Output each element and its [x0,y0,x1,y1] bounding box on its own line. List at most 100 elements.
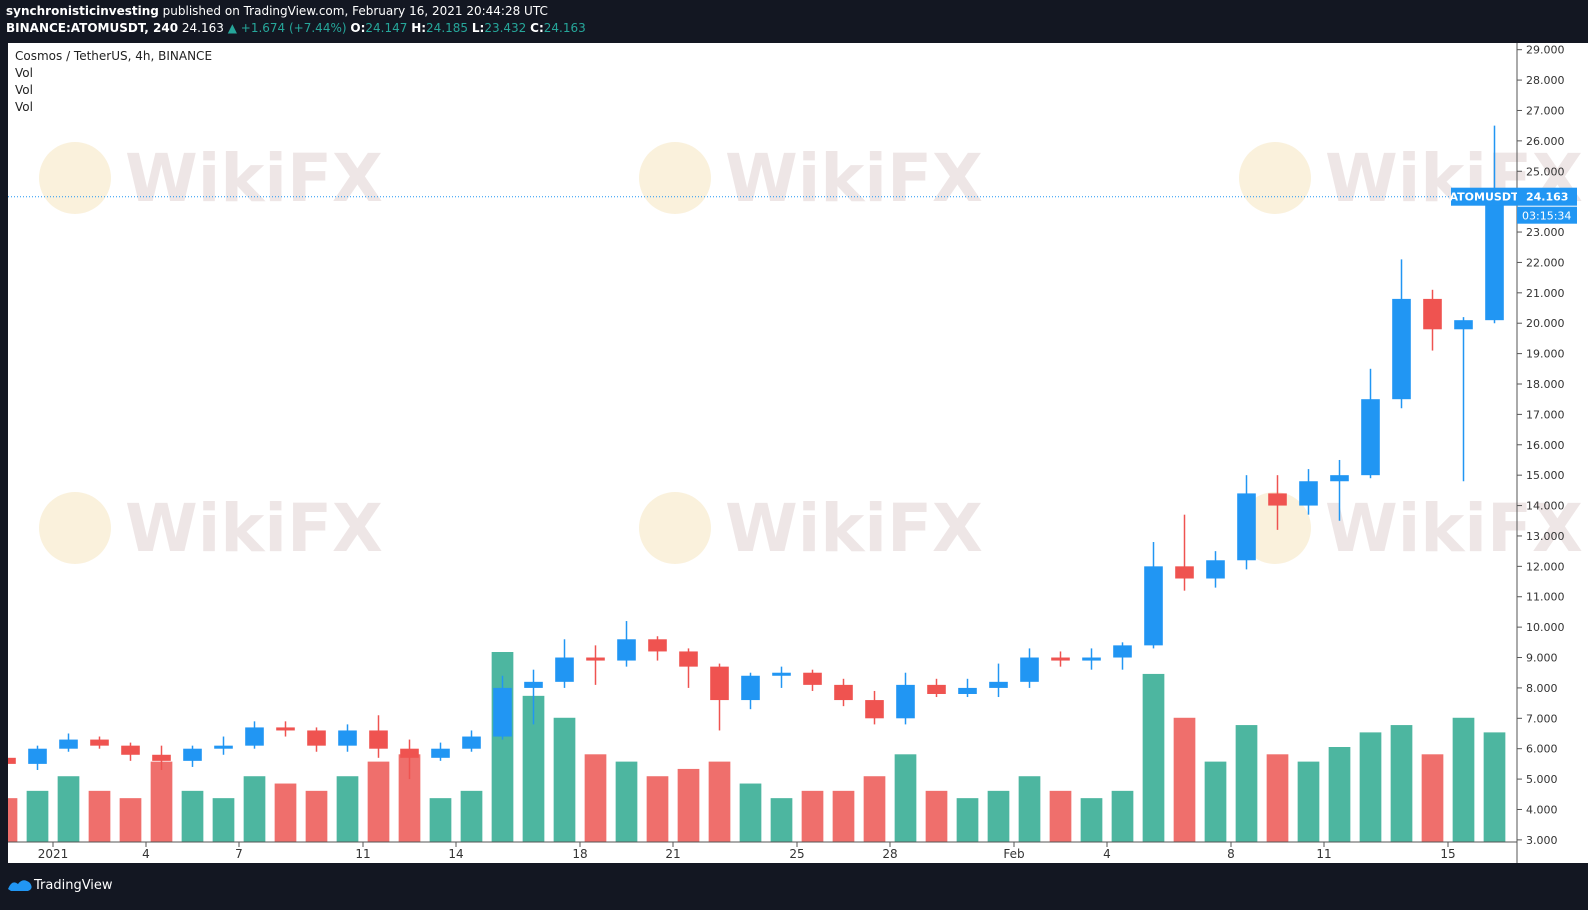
candle-body [555,657,574,682]
y-tick-label: 8.000 [1526,682,1558,695]
candle-body [8,757,16,764]
chart-title: Cosmos / TetherUS, 4h, BINANCE [15,49,212,63]
c: 24.163 [543,21,586,35]
price-tag [1517,187,1577,206]
candle-body [710,666,729,701]
h-label: H: [411,21,427,35]
candle-body [586,657,605,661]
candle-body [307,730,326,746]
volume-bar [1018,776,1041,842]
volume-bar [1235,725,1258,842]
candle-body [245,727,264,746]
o: 24.147 [365,21,408,35]
candle-body [772,672,791,676]
volume-bar [1483,732,1506,842]
volume-bar [801,790,824,842]
y-tick-label: 6.000 [1526,743,1558,756]
indicator: Vol [15,66,33,80]
volume-bar [429,798,452,842]
x-tick-label: 21 [665,847,680,861]
volume-bar [274,783,297,842]
x-tick-label: 8 [1227,847,1235,861]
watermark-icon [39,142,111,214]
x-tick-label: 14 [448,847,463,861]
y-tick-label: 12.000 [1526,560,1565,573]
candle-body [1299,481,1318,506]
x-tick-label: 4 [1103,847,1111,861]
volume-bar [212,798,235,842]
candle-body [617,639,636,661]
o-label: O: [350,21,366,35]
volume-bar [1080,798,1103,842]
volume-bar [181,790,204,842]
watermark: WikiFX [125,140,383,217]
volume-bar [243,776,266,842]
candle-body [524,681,543,688]
change: ▲ +1.674 (+7.44%) [227,21,347,35]
candle-body [28,748,47,764]
watermark: WikiFX [125,490,383,567]
y-tick-label: 22.000 [1526,256,1565,269]
publisher: synchronisticinvesting [6,4,159,18]
volume-bar [336,776,359,842]
candle-body [834,684,853,701]
l: 23.432 [484,21,527,35]
symbol: BINANCE:ATOMUSDT, 240 [6,21,179,35]
x-tick-label: 4 [142,847,150,861]
candle-body [462,736,481,749]
candle-layer [8,125,1504,780]
x-tick-label: 18 [572,847,587,861]
candle-body [1237,493,1256,561]
y-tick-label: 18.000 [1526,378,1565,391]
x-tick-label: Feb [1003,847,1024,861]
candle-body [1392,298,1411,400]
candle-body [1144,566,1163,646]
x-tick-label: 11 [1316,847,1331,861]
volume-bar [26,790,49,842]
symbol-label: ATOMUSDT [1450,191,1519,204]
publish-line: synchronisticinvesting published on Trad… [6,4,548,18]
quote-line: BINANCE:ATOMUSDT, 240 24.163 ▲ +1.674 (+… [6,21,586,35]
candle-body [648,639,667,652]
candle-body [896,684,915,719]
y-tick-label: 11.000 [1526,591,1565,604]
candle-body [1485,196,1504,321]
candle-body [803,672,822,685]
y-tick-label: 16.000 [1526,439,1565,452]
candle-body [90,739,109,746]
y-tick-label: 27.000 [1526,104,1565,117]
y-tick-label: 20.000 [1526,317,1565,330]
volume-bar [398,754,421,842]
watermark: WikiFX [725,140,983,217]
volume-bar [1266,754,1289,842]
candle-body [276,727,295,731]
volume-bar [119,798,142,842]
y-tick-label: 5.000 [1526,773,1558,786]
candle-body [989,681,1008,688]
x-tick-label: 25 [789,847,804,861]
x-tick-label: 28 [882,847,897,861]
volume-bar [1204,761,1227,842]
y-tick-label: 15.000 [1526,469,1565,482]
watermark-icon [1239,492,1311,564]
indicator: Vol [15,83,33,97]
volume-bar [677,768,700,842]
candle-body [1082,657,1101,661]
volume-bar [739,783,762,842]
volume-bar [367,761,390,842]
candle-body [338,730,357,746]
candle-body [1175,566,1194,579]
header: synchronisticinvesting published on Trad… [0,0,1588,43]
y-tick-label: 14.000 [1526,500,1565,513]
y-tick-label: 23.000 [1526,226,1565,239]
candle-body [400,748,419,758]
volume-bar [1452,717,1475,842]
h: 24.185 [426,21,469,35]
y-tick-label: 13.000 [1526,530,1565,543]
volume-bar [894,754,917,842]
last: 24.163 [181,21,224,35]
volume-bar [956,798,979,842]
y-tick-label: 26.000 [1526,135,1565,148]
